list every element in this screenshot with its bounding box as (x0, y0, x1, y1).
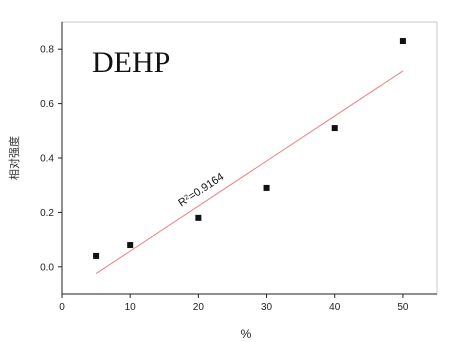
data-point (127, 242, 134, 249)
data-point (195, 214, 202, 221)
x-tick-label: 30 (261, 302, 273, 313)
y-tick-label: 0.8 (40, 45, 54, 56)
data-point (93, 252, 100, 259)
x-tick-label: 20 (193, 302, 205, 313)
y-tick-label: 0.0 (40, 262, 54, 273)
fit-line (95, 70, 404, 275)
y-axis-label: 相对强度 (7, 136, 21, 180)
y-tick-label: 0.2 (40, 208, 54, 219)
x-axis-label: % (241, 327, 252, 341)
chart-title: DEHP (92, 46, 170, 79)
x-tick-label: 50 (397, 302, 409, 313)
r-squared-superscript: 2 (183, 193, 190, 201)
x-tick-label: 10 (125, 302, 137, 313)
y-tick-label: 0.6 (40, 99, 54, 110)
data-point (331, 125, 338, 132)
r-squared-value: =0.9164 (186, 171, 226, 203)
data-point (399, 38, 406, 45)
x-tick-label: 40 (329, 302, 341, 313)
x-tick-label: 0 (59, 302, 65, 313)
y-tick-label: 0.4 (40, 154, 54, 165)
data-point (263, 184, 270, 191)
